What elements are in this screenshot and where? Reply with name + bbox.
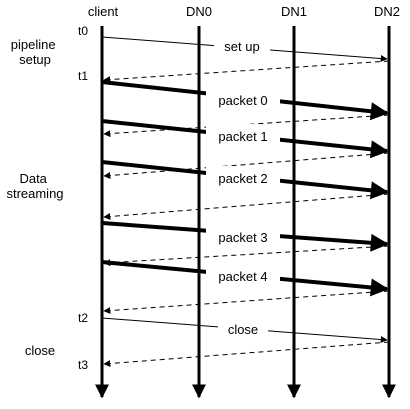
message-label-packet-1: packet 1 [218, 129, 267, 144]
ack-arrow [103, 152, 390, 179]
message-label-box [206, 264, 280, 288]
time-mark-t3: t3 [78, 358, 88, 372]
participant-label-client: client [88, 4, 119, 19]
ack-arrow [103, 245, 390, 267]
participant-label-dn2: DN2 [374, 4, 400, 19]
phase-label-line: Data [19, 171, 47, 186]
message-label-packet-3: packet 3 [218, 230, 267, 245]
message-label-box [206, 124, 280, 148]
message-label-close: close [228, 322, 258, 337]
ack-arrow [103, 114, 390, 138]
message-label-box [218, 317, 268, 341]
message-label-packet-0: packet 0 [218, 93, 267, 108]
phase-label-data-streaming: Data streaming [6, 171, 63, 201]
message-label-box [206, 225, 280, 249]
phase-label-line: setup [19, 52, 51, 67]
ack-arrow [103, 341, 390, 368]
phase-label-pipeline-setup: pipeline setup [11, 37, 59, 67]
message-label-packet-4: packet 4 [218, 269, 267, 284]
time-mark-t0: t0 [78, 24, 88, 38]
message-label-packet-2: packet 2 [218, 171, 267, 186]
ack-arrow [103, 60, 390, 84]
message-label-setup: set up [224, 39, 259, 54]
phase-label-close: close [25, 343, 55, 358]
participant-label-dn0: DN0 [186, 4, 212, 19]
message-label-box [206, 166, 280, 190]
phase-label-line: streaming [6, 186, 63, 201]
message-label-box [214, 34, 270, 58]
participant-label-dn1: DN1 [281, 4, 307, 19]
ack-arrow [103, 290, 390, 315]
time-mark-t1: t1 [78, 69, 88, 83]
ack-arrow [103, 193, 390, 220]
time-mark-t2: t2 [78, 311, 88, 325]
message-label-box [206, 88, 280, 112]
phase-label-line: pipeline [11, 37, 56, 52]
